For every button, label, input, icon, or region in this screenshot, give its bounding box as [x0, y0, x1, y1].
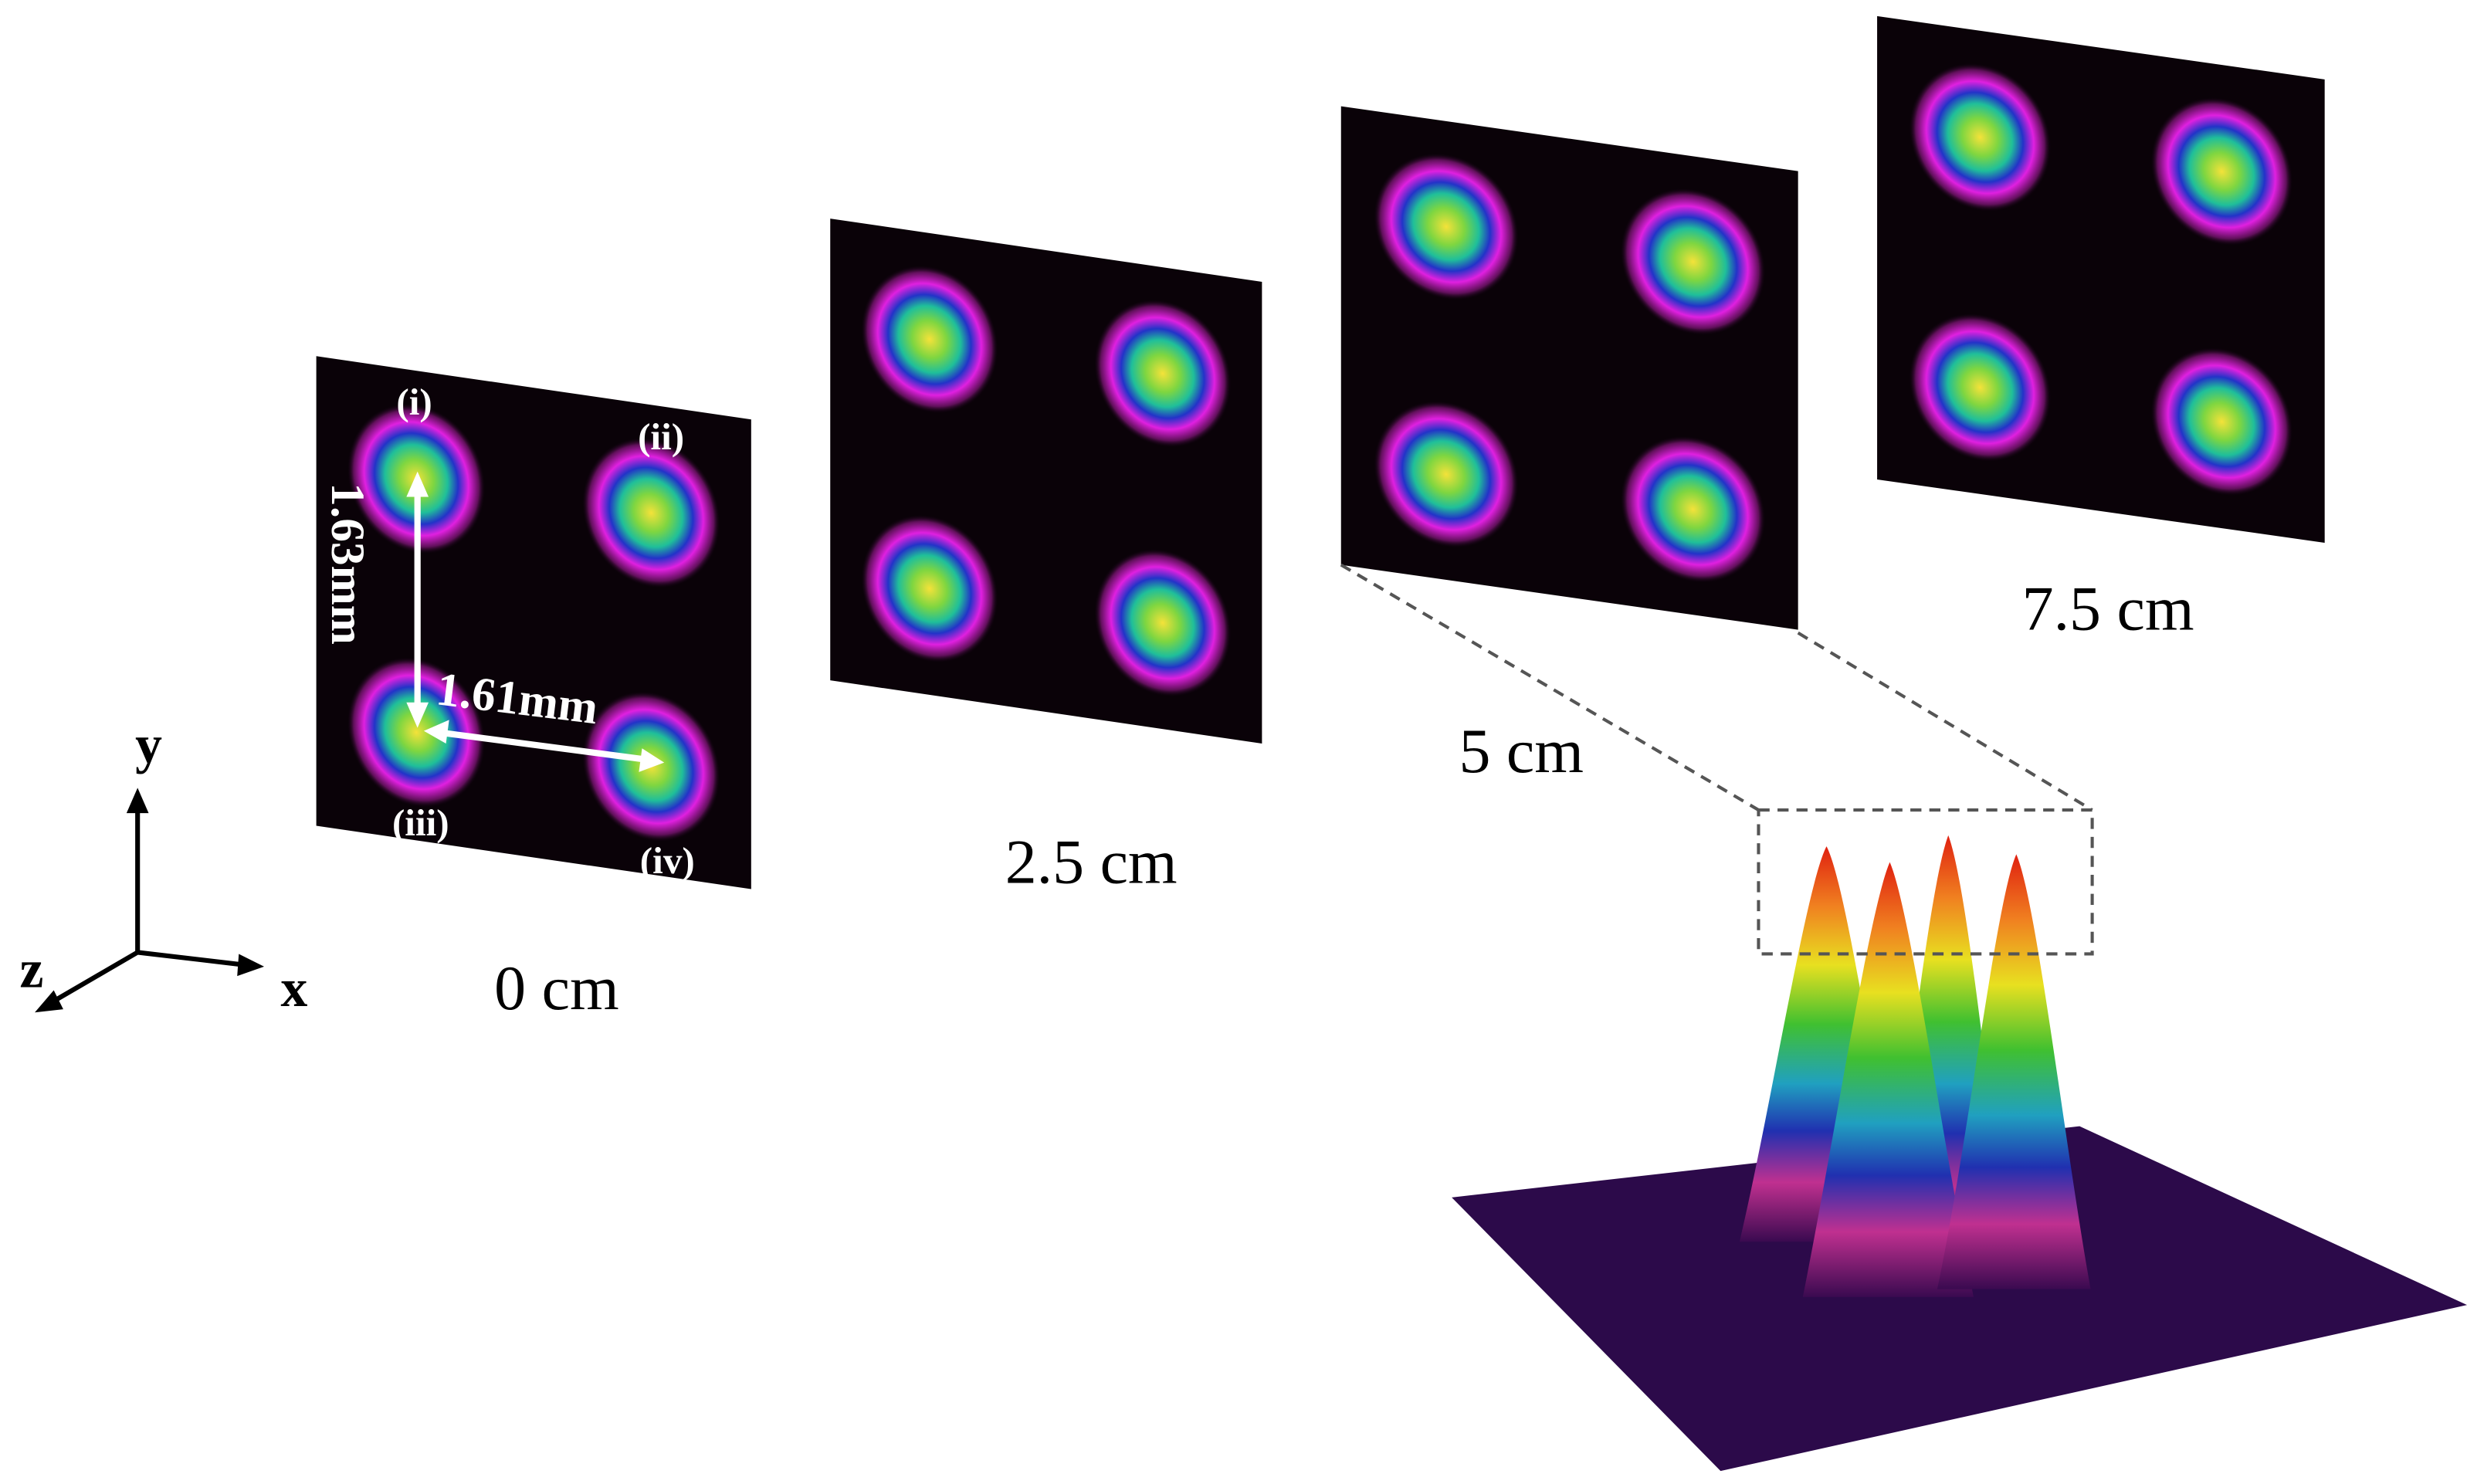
- beam-spot: [1093, 299, 1232, 449]
- beam-spot: [1908, 62, 2052, 212]
- beam-panels: [316, 15, 2325, 889]
- beam-spot: [2150, 97, 2294, 246]
- beam-spot: [1373, 400, 1520, 549]
- axes-indicator: [35, 788, 265, 1013]
- spot-label: (iv): [640, 839, 695, 882]
- plane-label: 0 cm: [494, 953, 619, 1023]
- beam-panel: [316, 356, 751, 889]
- intensity-3d: [1340, 563, 2467, 1472]
- spot-label: (i): [396, 381, 432, 423]
- beam-panel: [1340, 106, 1798, 630]
- beam-spot: [581, 437, 721, 589]
- beam-spot: [860, 264, 999, 415]
- beam-spot: [1619, 435, 1767, 584]
- plane-label: 2.5 cm: [1005, 826, 1178, 896]
- axis-label: x: [281, 959, 308, 1018]
- plane-label: 7.5 cm: [2022, 574, 2194, 644]
- beam-spot: [1908, 312, 2052, 462]
- annotations: (i) (ii) (iii) (iv) 1.63mm 1.61mm: [321, 381, 695, 882]
- beam-spot: [1093, 548, 1232, 698]
- beam-panel: [830, 219, 1262, 744]
- beam-spot: [1619, 187, 1767, 336]
- beam-spot: [2150, 347, 2294, 496]
- beam-spot: [860, 513, 999, 663]
- beam-panel: [1877, 15, 2325, 543]
- plane-label: 5 cm: [1459, 716, 1584, 786]
- distance-label: 1.63mm: [321, 483, 374, 645]
- beam-spot: [347, 656, 486, 808]
- axis-label: y: [135, 716, 162, 775]
- spot-label: (ii): [638, 415, 684, 458]
- spot-label: (iii): [392, 801, 449, 844]
- axis-label: z: [20, 940, 44, 999]
- beam-spot: [1373, 152, 1520, 301]
